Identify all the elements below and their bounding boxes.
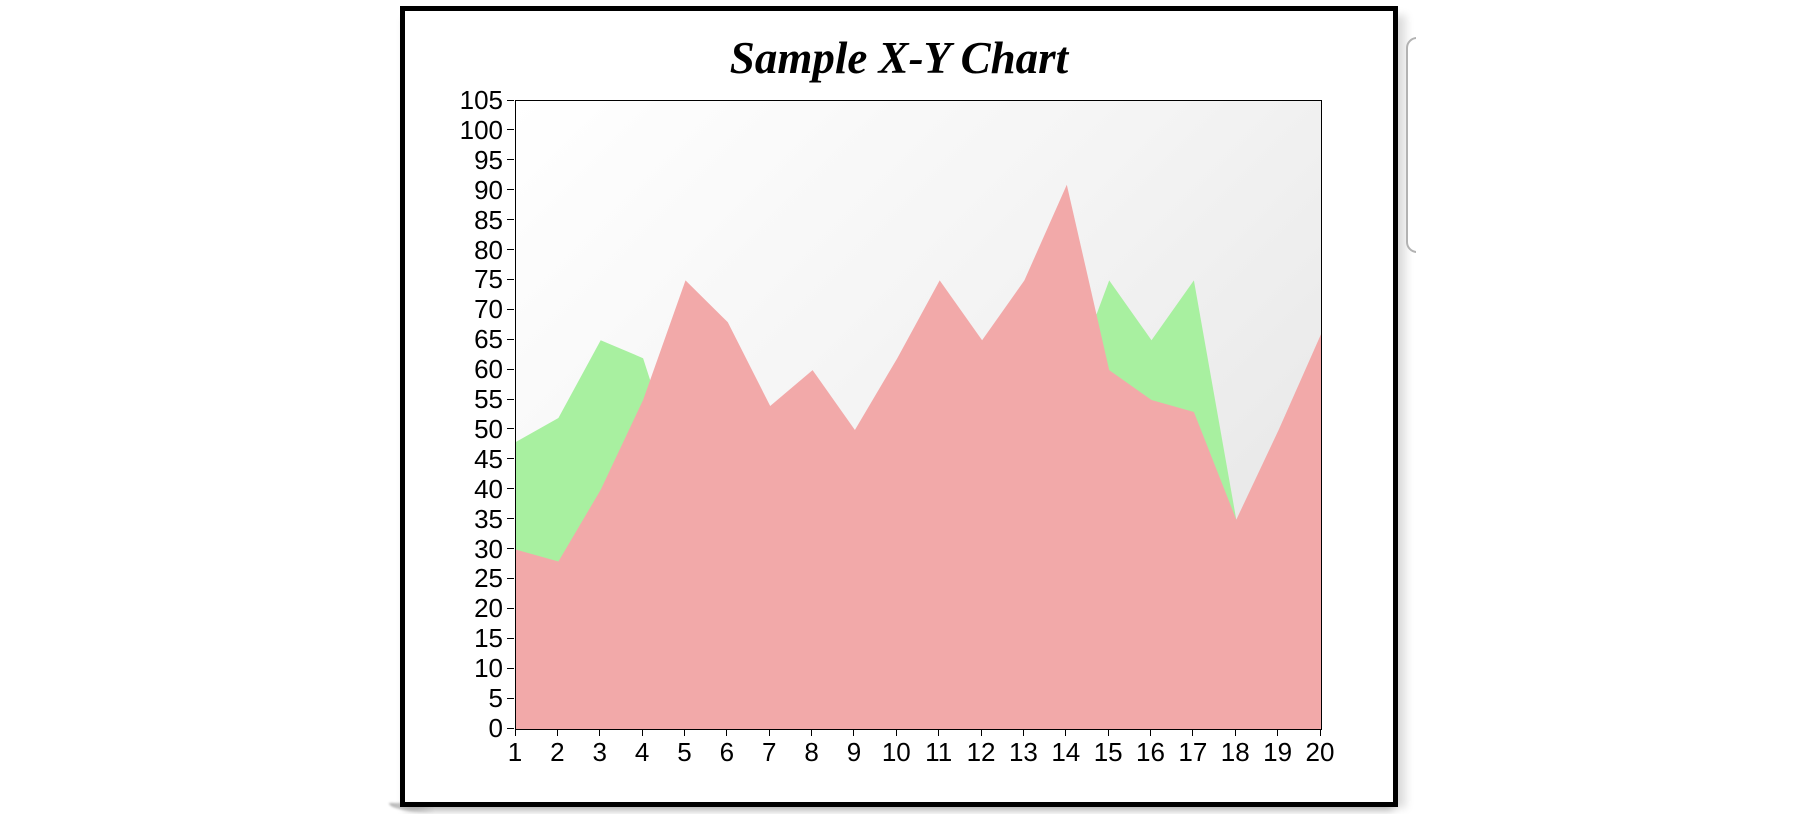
x-axis-tick xyxy=(1234,729,1236,736)
x-axis-tick-label: 18 xyxy=(1220,737,1250,767)
x-axis-tick-label: 7 xyxy=(761,737,777,767)
y-axis-tick xyxy=(507,99,514,101)
x-axis-tick-label: 5 xyxy=(677,737,692,767)
y-axis-tick xyxy=(507,219,514,221)
y-axis-tick xyxy=(507,338,514,340)
x-axis-tick-label: 16 xyxy=(1136,737,1165,767)
y-axis-tick-label: 60 xyxy=(474,354,503,385)
red-area xyxy=(516,184,1321,729)
y-axis-tick xyxy=(507,548,514,550)
x-axis-tick-label: 12 xyxy=(966,737,996,767)
y-axis-tick-label: 15 xyxy=(474,623,503,654)
y-axis-tick xyxy=(507,129,514,131)
y-axis-tick-label: 100 xyxy=(459,114,503,145)
y-axis-tick-label: 85 xyxy=(474,204,503,235)
x-axis-tick-label: 11 xyxy=(925,737,953,767)
y-axis-tick-label: 20 xyxy=(474,593,503,624)
x-axis-tick-label: 3 xyxy=(592,737,607,767)
scrollbar-thumb-clip xyxy=(1404,36,1416,256)
y-axis-tick xyxy=(507,159,514,161)
x-axis-tick-label: 6 xyxy=(719,737,735,767)
y-axis-tick-label: 45 xyxy=(474,443,503,474)
x-axis-tick-label: 19 xyxy=(1263,737,1293,767)
x-axis-tick-label: 9 xyxy=(846,737,862,767)
y-axis-tick-label: 35 xyxy=(474,503,503,534)
y-axis-tick xyxy=(507,727,514,729)
y-axis-tick xyxy=(507,249,514,251)
x-axis-tick xyxy=(641,729,643,736)
y-axis-tick-label: 50 xyxy=(474,413,503,444)
y-axis-tick xyxy=(507,607,514,609)
x-axis-tick-label: 17 xyxy=(1178,737,1208,767)
chart-title: Sample X-Y Chart xyxy=(729,33,1069,83)
x-axis-tick xyxy=(895,729,897,736)
x-axis-tick xyxy=(1065,729,1067,736)
y-axis-tick-label: 65 xyxy=(474,324,503,355)
x-axis-tick xyxy=(1022,729,1024,736)
y-axis-tick xyxy=(507,428,514,430)
y-axis-tick xyxy=(507,458,514,460)
y-axis-tick-label: 5 xyxy=(488,683,503,714)
y-axis-tick-label: 70 xyxy=(474,294,503,325)
x-axis-tick xyxy=(768,729,770,736)
x-axis-tick xyxy=(1150,729,1152,736)
y-axis-tick-label: 80 xyxy=(474,234,503,265)
x-axis-tick xyxy=(514,729,516,736)
y-axis-tick xyxy=(507,577,514,579)
y-axis-tick-label: 95 xyxy=(474,144,503,175)
x-axis-tick xyxy=(1277,729,1279,736)
x-axis-tick-label: 8 xyxy=(804,737,819,767)
x-axis-tick-label: 1 xyxy=(507,737,523,767)
area-chart-canvas xyxy=(516,184,1321,729)
y-axis-tick-label: 25 xyxy=(474,563,503,594)
x-axis-tick xyxy=(938,729,940,736)
y-axis-tick-label: 40 xyxy=(474,473,503,504)
x-axis-tick xyxy=(980,729,982,736)
x-axis-tick xyxy=(1107,729,1109,736)
x-axis-tick-label: 2 xyxy=(550,737,565,767)
x-axis-tick xyxy=(811,729,813,736)
y-axis-tick-label: 55 xyxy=(474,384,503,415)
x-axis-tick-label: 20 xyxy=(1305,737,1335,767)
x-axis-tick-label: 4 xyxy=(634,737,650,767)
x-axis-tick xyxy=(1319,729,1321,736)
plot-area xyxy=(515,100,1322,730)
x-axis-tick xyxy=(726,729,728,736)
x-axis-tick xyxy=(599,729,601,736)
y-axis-tick-label: 105 xyxy=(459,85,503,115)
y-axis-tick xyxy=(507,697,514,699)
y-axis-tick-label: 0 xyxy=(488,713,503,743)
y-axis-tick xyxy=(507,488,514,490)
x-axis-tick xyxy=(1192,729,1194,736)
x-axis-tick-label: 15 xyxy=(1093,737,1123,767)
chart-window: Sample X-Y Chart 0 5 10 15 20 25 30 35 40 45 50 55 6… xyxy=(400,6,1398,807)
y-axis-tick xyxy=(507,189,514,191)
y-axis-tick xyxy=(507,308,514,310)
x-axis-tick xyxy=(853,729,855,736)
window-corner-shadow xyxy=(389,803,443,813)
x-axis-tick-label: 13 xyxy=(1008,737,1038,767)
y-axis-tick xyxy=(507,398,514,400)
y-axis-tick xyxy=(507,278,514,280)
y-axis-tick-label: 30 xyxy=(474,533,503,564)
y-axis-tick-label: 90 xyxy=(474,174,503,205)
x-axis-tick xyxy=(683,729,685,736)
y-axis-tick-label: 10 xyxy=(474,653,503,684)
x-axis-tick-label: 14 xyxy=(1051,737,1081,767)
y-axis-tick xyxy=(507,637,514,639)
y-axis-tick-label: 75 xyxy=(474,264,503,295)
x-axis-tick-label: 10 xyxy=(881,737,911,767)
x-axis-tick xyxy=(556,729,558,736)
y-axis-tick xyxy=(507,368,514,370)
y-axis-tick xyxy=(507,518,514,520)
scrollbar-thumb[interactable] xyxy=(1406,37,1416,253)
y-axis-tick xyxy=(507,667,514,669)
